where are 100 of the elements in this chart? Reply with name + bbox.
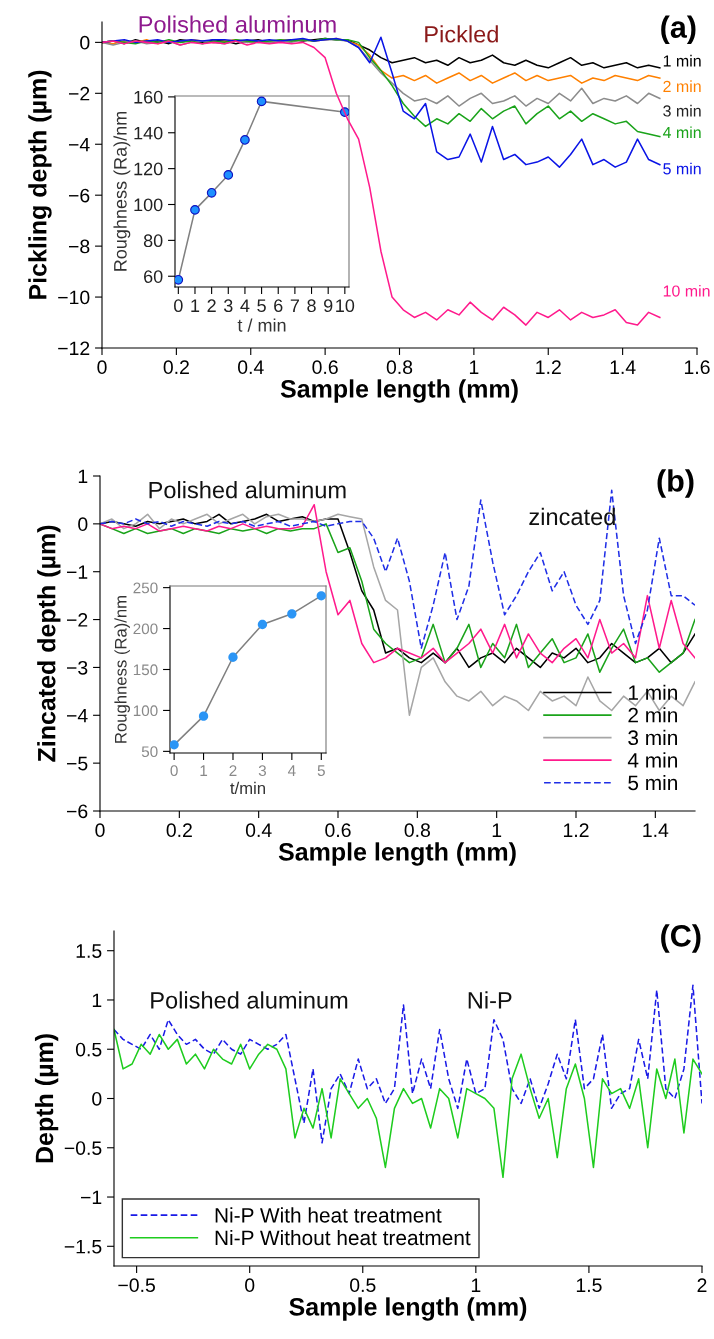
- x-tick-label: 1: [492, 823, 502, 837]
- series-label: 2 min: [663, 80, 701, 92]
- y-axis-title: Roughness (Ra)/nm: [113, 111, 131, 271]
- x-tick-label: 4: [287, 765, 296, 776]
- point: [170, 740, 179, 750]
- x-tick-label: 1.2: [536, 360, 561, 374]
- x-tick-label: 5: [257, 299, 266, 313]
- line-series: [114, 984, 702, 1144]
- series-label: 10 min: [663, 284, 710, 297]
- x-tick-label: 8: [307, 299, 316, 313]
- y-tick-label: −12: [58, 341, 90, 356]
- legend-label: 5 min: [628, 774, 677, 791]
- x-tick-label: 0.5: [350, 1278, 376, 1293]
- x-tick-label: 10: [336, 299, 355, 313]
- annotation: Polished aluminum: [139, 15, 336, 33]
- y-tick-label: −4: [68, 137, 90, 152]
- y-tick-label: −6: [66, 804, 88, 819]
- x-axis-title: Sample length (mm): [280, 379, 518, 403]
- x-axis-title: t/min: [230, 781, 265, 795]
- y-tick-label: 200: [133, 623, 158, 635]
- y-tick-label: 100: [133, 705, 158, 717]
- series-label: 4 min: [662, 126, 701, 138]
- x-tick-label: 4: [240, 299, 250, 312]
- x-tick-label: 1.6: [684, 360, 710, 375]
- series-label: 5 min: [663, 162, 701, 175]
- x-tick-label: 1: [471, 1278, 481, 1292]
- y-tick-label: 0.5: [75, 1042, 102, 1057]
- y-tick-label: −6: [68, 188, 90, 203]
- y-tick-label: 1: [92, 993, 102, 1008]
- y-axis-title: Pickling depth (µm): [28, 70, 52, 299]
- annotation: Ni-P: [468, 991, 512, 1009]
- y-axis-title: Zincated depth (µm): [37, 525, 61, 762]
- annotation: zincated: [529, 507, 615, 526]
- point: [257, 619, 268, 630]
- y-tick-label: 1: [78, 469, 88, 484]
- x-tick-label: 0: [170, 765, 178, 777]
- x-tick-label: 1: [191, 299, 200, 312]
- x-tick-label: 0.2: [166, 823, 192, 838]
- y-tick-label: 60: [144, 270, 163, 283]
- y-tick-label: 250: [133, 582, 158, 594]
- x-tick-label: 9: [324, 299, 333, 313]
- legend-label: 1 min: [628, 684, 677, 700]
- x-tick-label: 2: [207, 299, 216, 312]
- y-tick-label: −3: [66, 660, 88, 675]
- chart-title: (C): [661, 924, 701, 953]
- x-tick-label: 0.6: [325, 823, 351, 838]
- y-axis-title: Depth (µm): [34, 1034, 59, 1163]
- x-tick-label: 2: [229, 765, 237, 776]
- y-tick-label: −2: [68, 86, 90, 101]
- x-axis-title: Sample length (mm): [278, 842, 516, 866]
- x-tick-label: 6: [274, 299, 283, 313]
- y-tick-label: 150: [133, 664, 158, 676]
- x-axis-title: Sample length (mm): [289, 1297, 527, 1321]
- y-tick-label: 0: [80, 35, 90, 50]
- point: [316, 591, 326, 601]
- y-tick-label: 120: [134, 162, 163, 176]
- y-tick-label: −1: [66, 565, 88, 579]
- annotation: Pickled: [425, 25, 498, 43]
- y-tick-label: 160: [134, 90, 163, 104]
- y-tick-label: −8: [68, 239, 90, 254]
- x-tick-label: 0.8: [404, 823, 430, 838]
- x-tick-label: 0.8: [386, 360, 413, 375]
- legend-label: 3 min: [628, 729, 677, 746]
- y-tick-label: −5: [66, 756, 88, 771]
- x-tick-label: 5: [317, 765, 325, 777]
- annotation: Polished aluminum: [149, 481, 346, 499]
- x-tick-label: 7: [290, 299, 299, 312]
- y-tick-label: −0.5: [64, 1141, 102, 1155]
- y-tick-label: 100: [134, 198, 163, 212]
- x-tick-label: 1: [469, 360, 479, 374]
- legend-label: 2 min: [628, 707, 677, 723]
- x-tick-label: 1.4: [610, 360, 636, 374]
- y-tick-label: −10: [58, 290, 90, 305]
- x-tick-label: 0.6: [312, 360, 338, 375]
- y-tick-label: 0: [92, 1091, 102, 1106]
- y-tick-label: −1: [80, 1190, 102, 1205]
- x-tick-label: 3: [258, 765, 266, 777]
- legend-label: Ni-P Without heat treatment: [215, 1229, 471, 1246]
- x-axis-title: t / min: [237, 318, 286, 332]
- legend-label: Ni-P With heat treatment: [215, 1207, 442, 1223]
- x-tick-label: 1: [200, 765, 208, 776]
- y-tick-label: 50: [141, 746, 158, 758]
- x-tick-label: 2: [697, 1278, 707, 1292]
- x-tick-label: 0: [245, 1278, 255, 1293]
- series-label: 1 min: [663, 54, 701, 67]
- y-tick-label: −4: [66, 708, 88, 723]
- x-tick-label: 0.2: [163, 360, 189, 375]
- x-tick-label: 0.4: [238, 360, 264, 375]
- x-tick-label: 3: [223, 299, 233, 313]
- chart-title: (a): [661, 15, 696, 44]
- series-label: 3 min: [663, 104, 701, 117]
- x-tick-label: 0.4: [245, 823, 272, 838]
- annotation: Polished aluminum: [151, 991, 348, 1009]
- legend-label: 4 min: [627, 752, 677, 768]
- x-tick-label: 0: [174, 299, 183, 313]
- x-tick-label: 1.4: [643, 823, 669, 837]
- y-tick-label: 140: [134, 126, 163, 140]
- y-tick-label: −1.5: [64, 1239, 102, 1254]
- x-tick-label: 1.5: [576, 1278, 602, 1293]
- y-tick-label: 80: [143, 234, 163, 248]
